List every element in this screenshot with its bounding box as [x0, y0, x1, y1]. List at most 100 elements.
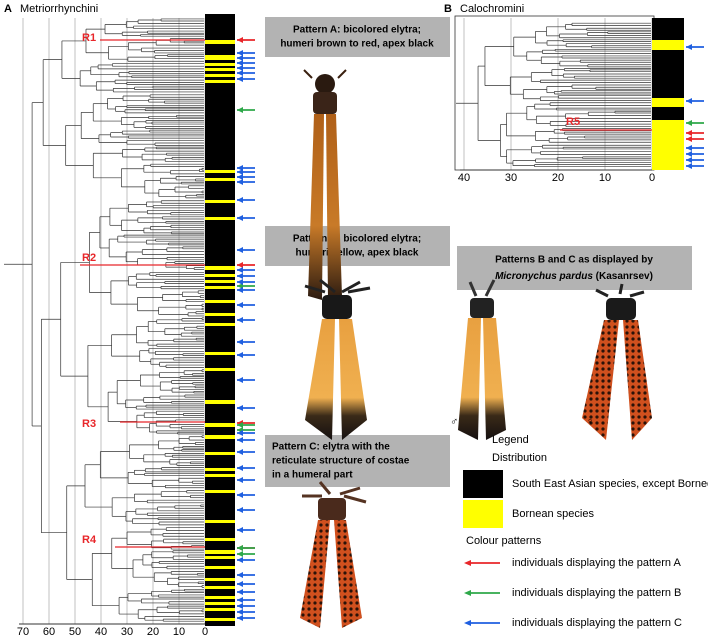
bornean-stripe — [652, 40, 684, 50]
bornean-stripe — [205, 68, 235, 71]
arrow-head — [686, 136, 692, 142]
bornean-stripe — [205, 556, 235, 559]
bornean-stripe — [205, 538, 235, 541]
arrow-head — [237, 572, 243, 578]
arrow-head — [686, 145, 692, 151]
bornean-stripe — [205, 586, 235, 589]
x-tick-label: 50 — [69, 626, 81, 635]
distribution-bar — [205, 14, 235, 626]
arrow-head — [237, 339, 243, 345]
arrow-head — [237, 352, 243, 358]
bornean-stripe — [205, 435, 235, 439]
arrow-head — [237, 437, 243, 443]
arrow-head — [237, 527, 243, 533]
beetle-female — [582, 283, 652, 440]
x-tick-label: 30 — [505, 172, 517, 184]
arrow-head — [237, 273, 243, 279]
arrow-head — [237, 609, 243, 615]
arrow-head — [237, 405, 243, 411]
x-tick-label: 10 — [599, 172, 611, 184]
bornean-stripe — [205, 280, 235, 283]
arrow-head — [237, 50, 243, 56]
bornean-stripe — [652, 120, 684, 170]
bornean-stripe — [205, 40, 235, 44]
arrow-head — [237, 215, 243, 221]
pattern-box — [265, 226, 450, 266]
arrow-head — [237, 465, 243, 471]
arrow-head — [237, 581, 243, 587]
pattern-text: Pattern C: elytra with the — [272, 442, 390, 453]
arrow-head — [237, 597, 243, 603]
arrow-head — [237, 317, 243, 323]
bornean-stripe — [205, 452, 235, 455]
arrow-head — [237, 76, 243, 82]
arrow-head — [237, 165, 243, 171]
author: (Kasanrsev) — [593, 271, 653, 282]
arrow-head — [237, 507, 243, 513]
arrow-head — [237, 37, 243, 43]
arrow-head — [237, 545, 243, 551]
bornean-stripe — [205, 474, 235, 477]
arrow-head — [237, 302, 243, 308]
bornean-stripe — [205, 490, 235, 493]
arrow-head — [237, 179, 243, 185]
bornean-stripe — [205, 313, 235, 316]
bornean-stripe — [205, 596, 235, 599]
x-tick-label: 20 — [147, 626, 159, 635]
bornean-stripe — [205, 566, 235, 569]
bornean-stripe — [205, 520, 235, 523]
bornean-stripe — [205, 468, 235, 471]
bornean-stripe — [205, 602, 235, 605]
arrow-head — [686, 157, 692, 163]
male-symbol: ♂ — [450, 416, 458, 428]
bornean-stripe — [205, 74, 235, 77]
pattern-box — [457, 246, 692, 290]
legend-arrow-head — [464, 590, 471, 596]
bornean-stripe — [205, 578, 235, 581]
arrow-head — [237, 287, 243, 293]
x-tick-label: 40 — [458, 172, 470, 184]
bornean-stripe — [205, 170, 235, 173]
arrow-head — [237, 70, 243, 76]
arrow-head — [686, 163, 692, 169]
bornean-stripe — [652, 98, 684, 107]
legend-label: individuals displaying the pattern B — [512, 587, 681, 599]
panel-title: Metriorrhynchini — [20, 3, 98, 15]
pattern-text: humeri brown to red, apex black — [280, 39, 434, 50]
legend-label: Bornean species — [512, 508, 594, 520]
bornean-stripe — [205, 300, 235, 303]
species: Micronychus pardus — [495, 271, 593, 282]
arrow-head — [686, 151, 692, 157]
bornean-stripe — [205, 352, 235, 355]
arrow-head — [686, 120, 692, 126]
bornean-stripe — [205, 200, 235, 203]
arrow-head — [237, 430, 243, 436]
clade-label: R1 — [82, 32, 96, 44]
arrow-head — [237, 377, 243, 383]
arrow-head — [237, 422, 243, 428]
arrow-head — [237, 262, 243, 268]
x-tick-label: 40 — [95, 626, 107, 635]
clade-label: R2 — [82, 252, 96, 264]
arrow-head — [237, 174, 243, 180]
legend-swatch — [463, 500, 503, 528]
legend-arrow-head — [464, 560, 471, 566]
arrow-head — [237, 60, 243, 66]
arrow-head — [237, 55, 243, 61]
arrow-head — [237, 283, 243, 289]
bornean-stripe — [205, 423, 235, 427]
panel-label: B — [444, 3, 452, 15]
x-tick-label: 0 — [649, 172, 655, 184]
arrow-head — [237, 279, 243, 285]
bornean-stripe — [205, 178, 235, 181]
legend-arrow-head — [464, 620, 471, 626]
arrow-head — [237, 492, 243, 498]
arrow-head — [686, 98, 692, 104]
arrow-head — [237, 557, 243, 563]
bornean-stripe — [205, 550, 235, 554]
arrow-head — [237, 267, 243, 273]
pattern-text: Pattern A: bicolored elytra; — [293, 25, 421, 36]
arrow-head — [686, 130, 692, 136]
bornean-stripe — [205, 274, 235, 277]
